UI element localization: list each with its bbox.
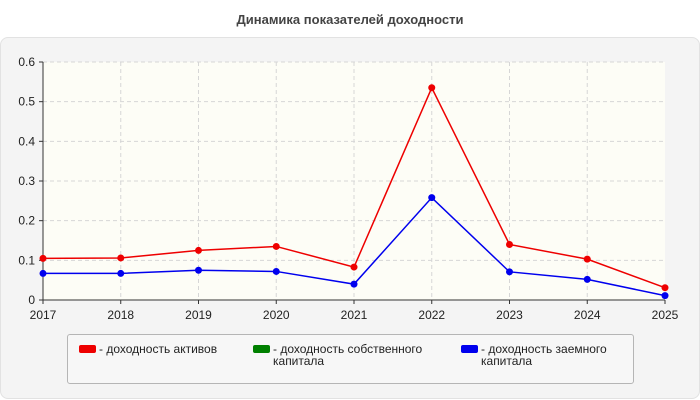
y-tick-label: 0.1 [18, 253, 35, 267]
data-point-0 [583, 255, 591, 263]
data-point-2 [428, 194, 436, 202]
data-point-2 [583, 275, 591, 283]
data-point-0 [428, 84, 436, 92]
x-tick-label: 2023 [496, 308, 523, 322]
data-point-0 [117, 254, 125, 262]
data-point-0 [350, 263, 358, 271]
x-tick-label: 2024 [574, 308, 601, 322]
data-point-2 [195, 266, 202, 274]
y-tick-label: 0.4 [18, 134, 35, 148]
legend-label-debt-return: - доходность заемного капитала [481, 342, 607, 368]
legend-label-equity-return: - доходность собственного капитала [273, 342, 423, 368]
legend-item-equity-return: - доходность собственного капитала [253, 343, 443, 367]
x-tick-label: 2019 [185, 308, 212, 322]
chart-title: Динамика показателей доходности [236, 12, 464, 27]
y-tick-label: 0.5 [18, 95, 35, 109]
y-tick-label: 0.2 [18, 214, 35, 228]
data-point-0 [39, 254, 47, 262]
legend-item-assets-return: - доходность активов [79, 343, 217, 355]
x-tick-label: 2017 [30, 308, 57, 322]
legend-label-assets-return: - доходность активов [99, 342, 218, 356]
legend-swatch-assets-return [79, 345, 96, 353]
data-point-0 [506, 240, 513, 248]
legend: - доходность активов - доходность собств… [67, 334, 634, 384]
x-tick-label: 2025 [652, 308, 679, 322]
y-tick-label: 0.3 [18, 174, 35, 188]
data-point-0 [661, 284, 669, 292]
y-tick-label: 0.6 [18, 55, 35, 69]
data-point-2 [39, 269, 47, 277]
x-tick-label: 2020 [263, 308, 290, 322]
x-tick-label: 2022 [418, 308, 445, 322]
x-tick-label: 2018 [107, 308, 134, 322]
data-point-2 [350, 280, 358, 288]
legend-swatch-debt-return [461, 345, 478, 353]
data-point-2 [661, 292, 669, 300]
legend-swatch-equity-return [253, 345, 270, 353]
data-point-0 [272, 242, 280, 250]
y-tick-label: 0 [28, 293, 35, 307]
data-point-0 [195, 246, 202, 254]
x-tick-label: 2021 [341, 308, 368, 322]
legend-item-debt-return: - доходность заемного капитала [461, 343, 631, 367]
data-point-2 [506, 268, 513, 276]
data-point-2 [272, 267, 280, 275]
data-point-2 [117, 269, 125, 277]
